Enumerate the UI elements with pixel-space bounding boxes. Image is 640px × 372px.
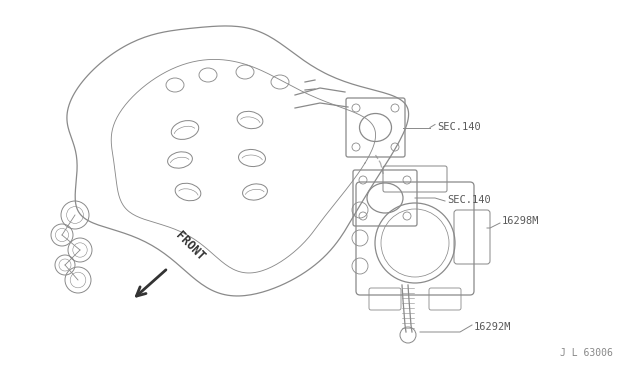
Text: J L 63006: J L 63006 [560, 348, 613, 358]
Text: 16292M: 16292M [474, 322, 511, 332]
Text: 16298M: 16298M [502, 216, 540, 226]
Text: FRONT: FRONT [173, 229, 207, 263]
Text: SEC.140: SEC.140 [447, 195, 491, 205]
Text: SEC.140: SEC.140 [437, 122, 481, 132]
